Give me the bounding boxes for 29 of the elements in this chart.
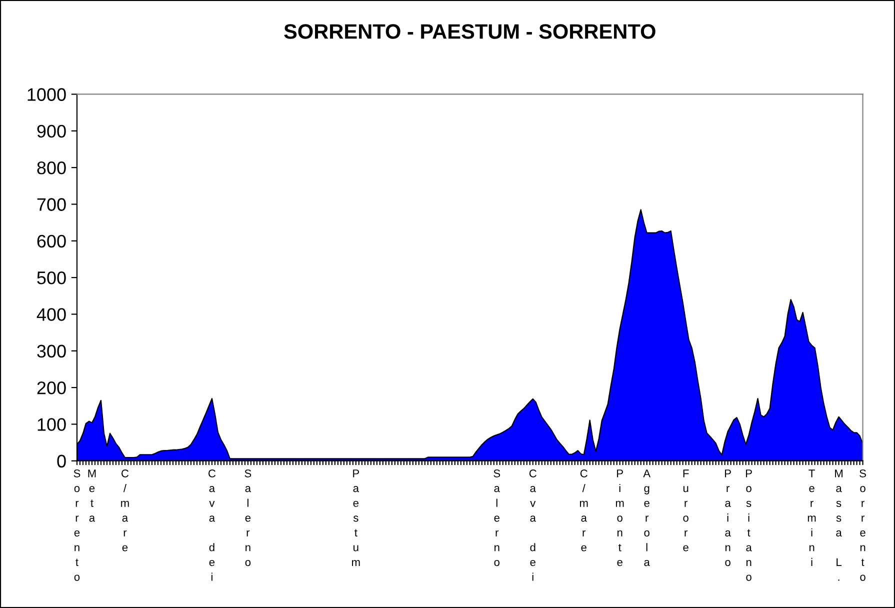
chart-title: SORRENTO - PAESTUM - SORRENTO — [284, 24, 656, 39]
y-tick-label: 500 — [37, 271, 66, 284]
y-tick-label: 100 — [38, 418, 66, 431]
x-tick-label: Termini — [808, 470, 816, 566]
x-tick-label: Agerola — [643, 470, 651, 566]
x-tick-label: Positano — [746, 470, 752, 581]
x-tick-label: C/mare — [121, 469, 129, 552]
x-tick-label: Furore — [683, 470, 689, 552]
category-label: Cava dei — [208, 469, 216, 581]
y-tick-label: 0 — [57, 454, 66, 468]
y-tick-label: 600 — [37, 234, 66, 248]
y-tick-label: 700 — [37, 198, 66, 211]
y-tick-label: 300 — [37, 344, 66, 358]
x-tick-label: Salerno — [244, 469, 252, 566]
x-tick-label: C/mare — [580, 469, 588, 552]
x-tick-label: Praiano — [725, 470, 731, 566]
y-tick-label: 800 — [37, 162, 66, 174]
x-tick-label: Salerno — [494, 469, 500, 566]
x-tick-label: Pimonte — [616, 470, 624, 566]
y-tick-label: 400 — [36, 308, 66, 321]
category-label: Massa L. — [835, 470, 842, 581]
y-tick-label: 200 — [37, 381, 66, 394]
y-tick-label: 900 — [37, 124, 66, 138]
x-tick-label: Sorrento — [860, 469, 866, 581]
y-tick-label: 1000 — [28, 88, 66, 101]
category-label: Cava dei — [529, 469, 536, 581]
x-tick-label: Sorrento — [74, 469, 80, 581]
x-tick-label: Meta — [88, 470, 96, 522]
x-tick-label: Paestum — [352, 470, 360, 566]
